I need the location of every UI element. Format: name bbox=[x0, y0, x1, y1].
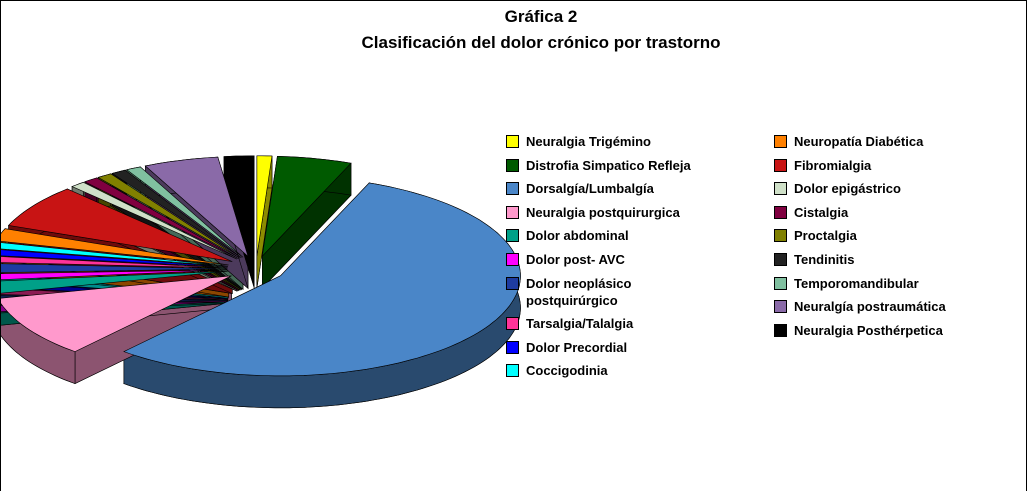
legend-label: Neuralgía postraumática bbox=[794, 299, 946, 315]
pie-slice bbox=[1, 249, 228, 268]
legend-label: Proctalgia bbox=[794, 228, 857, 244]
legend-label: Dolor Precordial bbox=[526, 339, 628, 355]
legend-label: Dolor post- AVC bbox=[526, 252, 625, 267]
legend-swatch bbox=[774, 205, 787, 219]
pie-slice bbox=[1, 256, 228, 269]
legend-label: Neuralgia Posthérpetica bbox=[794, 322, 943, 338]
legend-item: Fibromialgia bbox=[774, 157, 1014, 174]
legend-swatch bbox=[774, 276, 787, 290]
pie-slice bbox=[7, 188, 233, 262]
chart-title: Gráfica 2 bbox=[504, 7, 578, 26]
legend-swatch bbox=[774, 323, 787, 337]
legend-item: Dolor post- AVC bbox=[506, 251, 746, 268]
legend-label: Neuralgia Trigémino bbox=[526, 134, 651, 149]
pie-slice bbox=[256, 155, 273, 256]
legend-swatch bbox=[506, 135, 519, 148]
pie-slice bbox=[123, 182, 521, 377]
legend-swatch bbox=[774, 300, 787, 314]
legend-swatch bbox=[506, 205, 519, 219]
legend-item: Tarsalgia/Talalgia bbox=[506, 315, 746, 332]
legend-swatch bbox=[506, 253, 519, 266]
legend-label: Temporomandibular bbox=[794, 275, 919, 291]
legend-swatch bbox=[506, 340, 519, 354]
legend-item: Dorsalgía/Lumbalgía bbox=[506, 180, 746, 197]
legend-label: Dolor epigástrico bbox=[794, 181, 901, 197]
legend-item: Temporomandibular bbox=[774, 275, 1014, 292]
pie-slice bbox=[84, 177, 239, 259]
legend-swatch bbox=[506, 364, 519, 378]
legend-item: Tendinitis bbox=[774, 251, 1014, 268]
pie-slice bbox=[144, 156, 249, 258]
pie-slice bbox=[1, 228, 229, 266]
pie-slice bbox=[71, 181, 238, 260]
legend-swatch bbox=[506, 317, 519, 331]
legend-swatch bbox=[774, 229, 787, 243]
legend-item: Dolor neoplásico postquirúrgico bbox=[506, 275, 681, 309]
pie-slice bbox=[1, 269, 228, 280]
legend-label: Tendinitis bbox=[794, 252, 855, 267]
legend-item: Neuralgia postquirurgica bbox=[506, 204, 746, 221]
legend-item: Dolor epigástrico bbox=[774, 180, 1014, 197]
legend-item: Proctalgia bbox=[774, 227, 1014, 244]
pie-slice bbox=[111, 169, 242, 258]
legend-item: Neuralgía postraumática bbox=[774, 298, 1014, 315]
legend-label: Coccigodinia bbox=[526, 363, 608, 379]
legend-swatch bbox=[506, 276, 519, 290]
legend-item: Neuralgia Trigémino bbox=[506, 133, 746, 150]
legend-label: Dolor neoplásico postquirúrgico bbox=[526, 275, 632, 308]
pie-slice bbox=[97, 173, 241, 259]
legend-item: Neuropatía Diabética bbox=[774, 133, 1014, 150]
legend-label: Fibromialgia bbox=[794, 157, 872, 173]
pie-slice bbox=[1, 242, 229, 267]
chart-subtitle: Clasificación del dolor crónico por tras… bbox=[361, 33, 721, 52]
legend-item: Cistalgia bbox=[774, 204, 1014, 221]
legend-label: Dorsalgía/Lumbalgía bbox=[526, 181, 654, 197]
legend-swatch bbox=[774, 253, 787, 266]
legend-item: Dolor Precordial bbox=[506, 339, 746, 356]
pie-slice bbox=[126, 166, 244, 258]
legend-item: Neuralgia Posthérpetica bbox=[774, 322, 1014, 339]
legend-swatch bbox=[506, 182, 519, 196]
legend-item: Distrofia Simpatico Refleja bbox=[506, 157, 746, 174]
legend-swatch bbox=[774, 158, 787, 172]
legend-label: Tarsalgia/Talalgia bbox=[526, 316, 634, 332]
legend-swatch bbox=[506, 229, 519, 243]
legend-item: Dolor abdominal bbox=[506, 227, 746, 244]
legend-label: Dolor abdominal bbox=[526, 228, 629, 244]
legend-label: Neuralgia postquirurgica bbox=[526, 204, 680, 220]
pie-slice bbox=[1, 270, 228, 294]
pie-slice bbox=[223, 155, 255, 256]
pie-slice bbox=[1, 263, 228, 273]
pie-slice bbox=[1, 275, 232, 352]
legend-swatch bbox=[774, 135, 787, 148]
legend-label: Neuropatía Diabética bbox=[794, 134, 924, 149]
legend-label: Distrofia Simpatico Refleja bbox=[526, 157, 691, 173]
legend-swatch bbox=[774, 182, 787, 196]
legend-item: Coccigodinia bbox=[506, 362, 746, 379]
legend-label: Cistalgia bbox=[794, 204, 849, 220]
pie-slice bbox=[261, 155, 352, 257]
legend-swatch bbox=[506, 158, 519, 172]
